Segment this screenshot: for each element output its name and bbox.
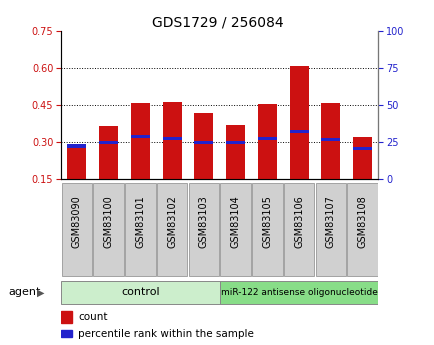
FancyBboxPatch shape <box>315 183 345 276</box>
FancyBboxPatch shape <box>156 183 187 276</box>
Bar <box>67 145 86 148</box>
Bar <box>99 141 118 144</box>
Text: GSM83105: GSM83105 <box>262 196 272 248</box>
FancyBboxPatch shape <box>93 183 124 276</box>
Bar <box>321 138 339 141</box>
Text: ▶: ▶ <box>37 287 44 297</box>
Bar <box>61 311 72 323</box>
FancyBboxPatch shape <box>188 183 219 276</box>
FancyBboxPatch shape <box>283 183 314 276</box>
Bar <box>226 125 244 179</box>
Text: GSM83102: GSM83102 <box>167 196 177 248</box>
Text: GDS1729 / 256084: GDS1729 / 256084 <box>151 16 283 30</box>
Bar <box>162 137 181 140</box>
Bar <box>67 146 86 179</box>
Text: GSM83103: GSM83103 <box>198 196 208 248</box>
Text: miR-122 antisense oligonucleotide: miR-122 antisense oligonucleotide <box>220 288 377 297</box>
FancyBboxPatch shape <box>251 183 282 276</box>
Text: GSM83107: GSM83107 <box>325 196 335 248</box>
Bar <box>352 137 371 179</box>
Bar <box>257 104 276 179</box>
Text: percentile rank within the sample: percentile rank within the sample <box>78 329 253 339</box>
Text: count: count <box>78 312 108 322</box>
FancyBboxPatch shape <box>220 183 250 276</box>
Bar <box>162 101 181 179</box>
Bar <box>352 147 371 150</box>
Text: GSM83104: GSM83104 <box>230 196 240 248</box>
Bar <box>257 137 276 140</box>
FancyBboxPatch shape <box>61 281 219 304</box>
Text: GSM83106: GSM83106 <box>293 196 303 248</box>
Bar <box>289 66 308 179</box>
Bar <box>321 103 339 179</box>
Bar <box>194 141 213 144</box>
Bar <box>226 141 244 144</box>
Bar <box>131 135 149 138</box>
Bar <box>99 126 118 179</box>
FancyBboxPatch shape <box>346 183 377 276</box>
Text: GSM83101: GSM83101 <box>135 196 145 248</box>
FancyBboxPatch shape <box>61 183 92 276</box>
FancyBboxPatch shape <box>219 281 378 304</box>
Text: GSM83100: GSM83100 <box>103 196 113 248</box>
FancyBboxPatch shape <box>125 183 155 276</box>
Bar <box>61 331 72 337</box>
Text: control: control <box>121 287 159 297</box>
Bar <box>194 112 213 179</box>
Text: GSM83108: GSM83108 <box>357 196 367 248</box>
Text: agent: agent <box>9 287 41 297</box>
Bar <box>131 103 149 179</box>
Bar <box>289 130 308 133</box>
Text: GSM83090: GSM83090 <box>72 196 82 248</box>
